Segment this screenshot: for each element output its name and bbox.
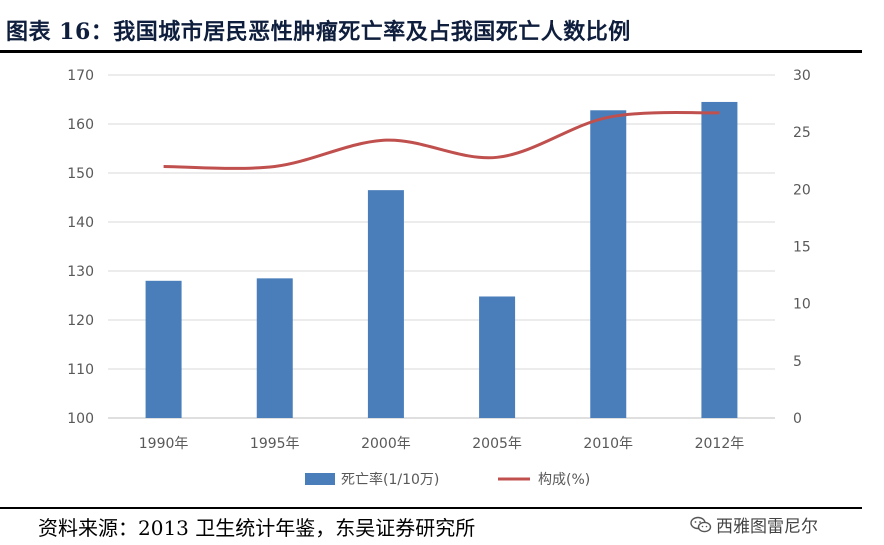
grid-lines (108, 74, 775, 419)
left-axis-ticks: 100 110 120 130 140 150 160 170 (67, 68, 94, 427)
bar (367, 190, 404, 418)
bar (145, 280, 182, 418)
left-tick-label: 150 (67, 166, 94, 182)
left-tick-label: 100 (67, 411, 94, 427)
right-axis-ticks: 0 5 10 15 20 25 30 (793, 68, 811, 427)
x-tick-label: 2000年 (361, 436, 411, 452)
right-tick-label: 10 (793, 297, 811, 313)
left-tick-label: 120 (67, 313, 94, 329)
legend: 死亡率(1/10万) 构成(%) (305, 471, 590, 488)
right-tick-label: 20 (793, 182, 811, 198)
legend-label: 死亡率(1/10万) (341, 471, 439, 488)
left-tick-label: 170 (67, 68, 94, 84)
left-tick-label: 130 (67, 264, 94, 280)
x-tick-label: 1995年 (250, 436, 300, 452)
right-tick-label: 25 (793, 125, 811, 141)
watermark-text: 西雅图雷尼尔 (716, 517, 818, 537)
right-tick-label: 0 (793, 411, 802, 427)
bars (145, 101, 738, 418)
chart-title: 图表 16：我国城市居民恶性肿瘤死亡率及占我国死亡人数比例 (6, 19, 631, 45)
x-tick-label: 1990年 (139, 436, 189, 452)
wechat-chat-bubbles-icon (690, 516, 712, 532)
source-rule (0, 507, 862, 509)
bar (479, 296, 516, 418)
title-rule (0, 50, 862, 53)
left-tick-label: 160 (67, 117, 94, 133)
watermark: 西雅图雷尼尔 (690, 512, 818, 537)
bar (590, 110, 627, 418)
bar (256, 278, 293, 418)
source-note: 资料来源：2013 卫生统计年鉴，东吴证券研究所 (38, 516, 476, 540)
x-tick-label: 2005年 (472, 436, 522, 452)
bar (701, 101, 738, 418)
x-tick-label: 2010年 (583, 436, 633, 452)
left-tick-label: 140 (67, 215, 94, 231)
x-tick-label: 2012年 (695, 436, 745, 452)
line-series (163, 111, 720, 170)
combo-chart: 100 110 120 130 140 150 160 170 0 5 10 15 20 25 30 19… (67, 68, 811, 488)
x-axis-labels: 1990年 1995年 2000年 2005年 2010年 2012年 (139, 436, 744, 452)
series-line (163, 111, 720, 170)
right-tick-label: 15 (793, 240, 811, 256)
legend-bar-swatch (305, 473, 335, 485)
left-tick-label: 110 (67, 362, 94, 378)
right-tick-label: 30 (793, 68, 811, 84)
legend-label: 构成(%) (538, 472, 590, 488)
right-tick-label: 5 (793, 354, 802, 370)
